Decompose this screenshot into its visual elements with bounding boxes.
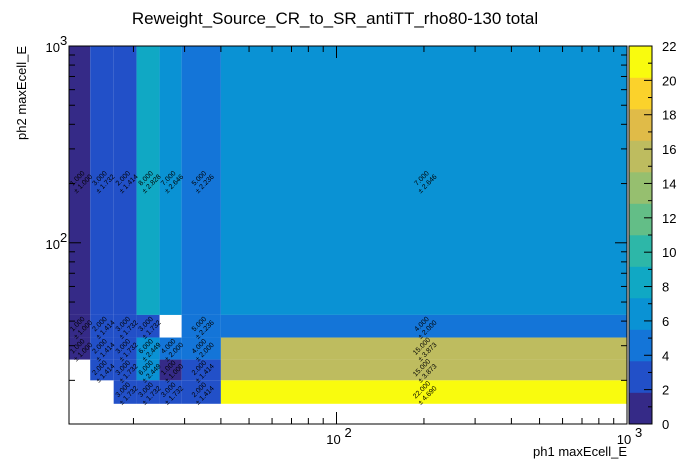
x-tick-label-exp: 2 <box>344 425 351 440</box>
colorbar-tick-label: 2 <box>662 383 669 398</box>
heatmap-cell <box>181 380 221 404</box>
x-tick-label-exp: 3 <box>635 425 642 440</box>
heatmap-cell <box>113 314 137 338</box>
y-tick-label-exp: 3 <box>60 33 67 48</box>
heatmap-cell <box>69 46 91 315</box>
heatmap-cell <box>181 314 221 338</box>
x-tick-label: 10 <box>617 432 631 447</box>
x-tick-label: 10 <box>326 432 340 447</box>
axes: 10 2 10 310 210 3 <box>46 33 643 447</box>
heatmap-cell <box>181 337 221 360</box>
heatmap-cell <box>113 46 137 315</box>
chart-title: Reweight_Source_CR_to_SR_antiTT_rho80-13… <box>132 9 538 28</box>
colorbar-segment <box>629 235 652 267</box>
colorbar-tick-label: 14 <box>662 176 676 191</box>
heatmap-cell <box>90 46 114 315</box>
colorbar-segment <box>629 203 652 236</box>
heatmap-cell <box>90 314 114 338</box>
colorbar-tick-label: 20 <box>662 73 676 88</box>
colorbar-segment <box>629 77 652 110</box>
heatmap-cell <box>136 380 160 404</box>
heatmap-cell <box>69 337 91 360</box>
colorbar-tick-label: 18 <box>662 108 676 123</box>
colorbar-segment <box>629 46 652 78</box>
colorbar-tick-label: 0 <box>662 417 669 432</box>
heatmap-cell <box>220 337 628 360</box>
plot-frame <box>68 45 628 425</box>
heatmap-cell <box>220 380 628 404</box>
heatmap-cell <box>220 359 628 381</box>
colorbar-tick-label: 16 <box>662 142 676 157</box>
colorbar-tick-label: 22 <box>662 39 676 54</box>
heatmap-cell <box>90 359 114 381</box>
colorbar-segment <box>629 266 652 299</box>
heatmap-cell <box>136 359 160 381</box>
colorbar: 0 2 4 6 8 10 12 14 16 18 20 22 <box>628 39 676 432</box>
heatmap-cell <box>136 314 160 338</box>
heatmap-cell <box>113 337 137 360</box>
heatmap-cell <box>113 380 137 404</box>
colorbar-segment <box>629 392 652 425</box>
heatmap-cell <box>159 380 182 404</box>
y-axis-label: ph2 maxEcell_E <box>14 46 29 140</box>
heatmap-cell <box>181 359 221 381</box>
heatmap-cell <box>90 337 114 360</box>
heatmap-cell <box>181 46 221 315</box>
heatmap-cell <box>69 314 91 338</box>
colorbar-tick-label: 10 <box>662 245 676 260</box>
colorbar-tick-label: 12 <box>662 211 676 226</box>
y-tick-label: 10 <box>46 237 60 252</box>
colorbar-tick-label: 6 <box>662 314 669 329</box>
heatmap-cell <box>113 359 137 381</box>
heatmap-cell <box>136 337 160 360</box>
heatmap-cell <box>159 359 182 381</box>
heatmap-cell <box>159 337 182 360</box>
x-axis-label: ph1 maxEcell_E <box>533 444 627 459</box>
colorbar-segment <box>629 298 652 330</box>
colorbar-tick-label: 8 <box>662 280 669 295</box>
heatmap-cell <box>220 314 628 338</box>
heatmap-cells <box>69 46 628 404</box>
y-tick-label: 10 <box>46 40 60 55</box>
colorbar-segment <box>629 172 652 204</box>
heatmap-cell <box>220 46 628 315</box>
y-tick-label-exp: 2 <box>60 230 67 245</box>
colorbar-tick-label: 4 <box>662 348 669 363</box>
colorbar-segment <box>629 140 652 173</box>
heatmap-cell <box>136 46 160 315</box>
heatmap-cell <box>159 46 182 315</box>
colorbar-segment <box>629 329 652 362</box>
colorbar-segment <box>629 109 652 141</box>
colorbar-segment <box>629 361 652 393</box>
